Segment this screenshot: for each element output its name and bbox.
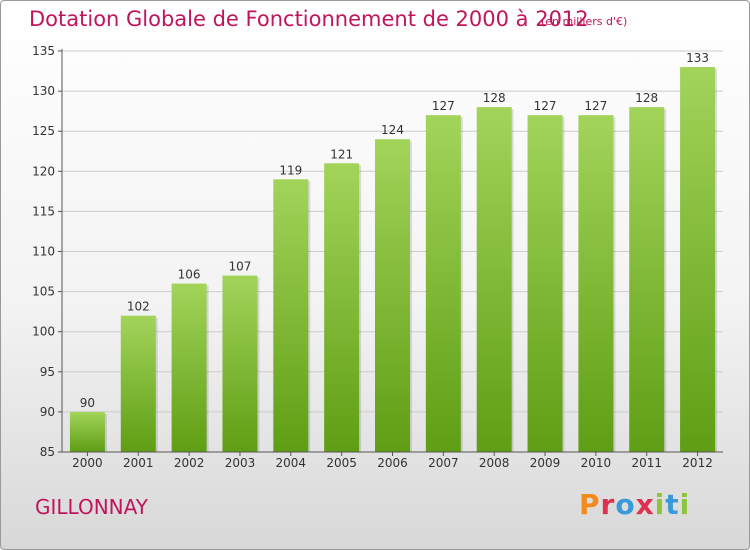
axes — [58, 49, 723, 456]
logo-letter: t — [665, 488, 680, 521]
x-tick-label: 2007 — [428, 456, 459, 470]
y-tick-label: 95 — [40, 365, 55, 379]
x-tick-label: 2008 — [479, 456, 510, 470]
data-label: 127 — [432, 99, 455, 113]
bar-2000 — [69, 411, 105, 452]
data-label: 107 — [229, 260, 252, 274]
y-tick-label: 105 — [32, 285, 55, 299]
data-label: 124 — [381, 123, 404, 137]
x-tick-label: 2003 — [225, 456, 256, 470]
y-tick-label: 130 — [32, 84, 55, 98]
logo-letter: i — [679, 488, 691, 521]
bar-2003 — [222, 275, 258, 452]
data-label: 121 — [330, 147, 353, 161]
x-tick-label: 2001 — [123, 456, 154, 470]
data-label: 128 — [635, 91, 658, 105]
y-tick-label: 120 — [32, 164, 55, 178]
x-tick-label: 2012 — [682, 456, 713, 470]
x-tick-label: 2002 — [174, 456, 205, 470]
data-label: 119 — [279, 163, 302, 177]
y-tick-label: 110 — [32, 245, 55, 259]
y-tick-label: 135 — [32, 44, 55, 58]
bar-2005 — [324, 163, 360, 452]
y-tick-label: 100 — [32, 325, 55, 339]
y-tick-label: 85 — [40, 445, 55, 459]
y-tick-label: 90 — [40, 405, 55, 419]
data-label: 102 — [127, 300, 150, 314]
proxiti-logo: Proxiti — [579, 488, 690, 521]
chart-title: Dotation Globale de Fonctionnement de 20… — [29, 7, 589, 31]
bar-2002 — [171, 283, 207, 452]
bar-2006 — [375, 139, 410, 452]
x-tick-label: 2009 — [530, 456, 561, 470]
data-label: 90 — [80, 396, 95, 410]
logo-letter: P — [579, 488, 601, 521]
bar-2008 — [476, 107, 512, 452]
bar-2009 — [527, 115, 563, 452]
x-tick-label: 2004 — [276, 456, 307, 470]
x-tick-label: 2011 — [631, 456, 662, 470]
chart-subtitle: (en milliers d'€) — [541, 15, 628, 28]
bar-2007 — [425, 115, 461, 452]
y-tick-label: 125 — [32, 124, 55, 138]
bar-2001 — [120, 315, 156, 452]
logo-letter: o — [615, 488, 636, 521]
bar-2010 — [578, 115, 614, 452]
bar-2004 — [273, 179, 309, 452]
data-label: 106 — [178, 268, 201, 282]
x-tick-label: 2000 — [72, 456, 103, 470]
labels: 85 90 95 100 105 110 115 120 125 130 135 90 2000 102 2… — [32, 44, 713, 470]
logo-letter: x — [635, 488, 655, 521]
x-tick-label: 2010 — [581, 456, 612, 470]
bar-2011 — [629, 107, 665, 452]
bars — [69, 67, 718, 452]
data-label: 133 — [686, 51, 709, 65]
x-tick-label: 2006 — [377, 456, 408, 470]
y-tick-label: 115 — [32, 204, 55, 218]
location-label: GILLONNAY — [35, 495, 148, 519]
x-tick-label: 2005 — [326, 456, 357, 470]
bar-2012 — [680, 67, 716, 452]
logo-letter: i — [654, 488, 666, 521]
logo-letter: r — [600, 488, 616, 521]
data-label: 128 — [483, 91, 506, 105]
data-label: 127 — [534, 99, 557, 113]
data-label: 127 — [584, 99, 607, 113]
